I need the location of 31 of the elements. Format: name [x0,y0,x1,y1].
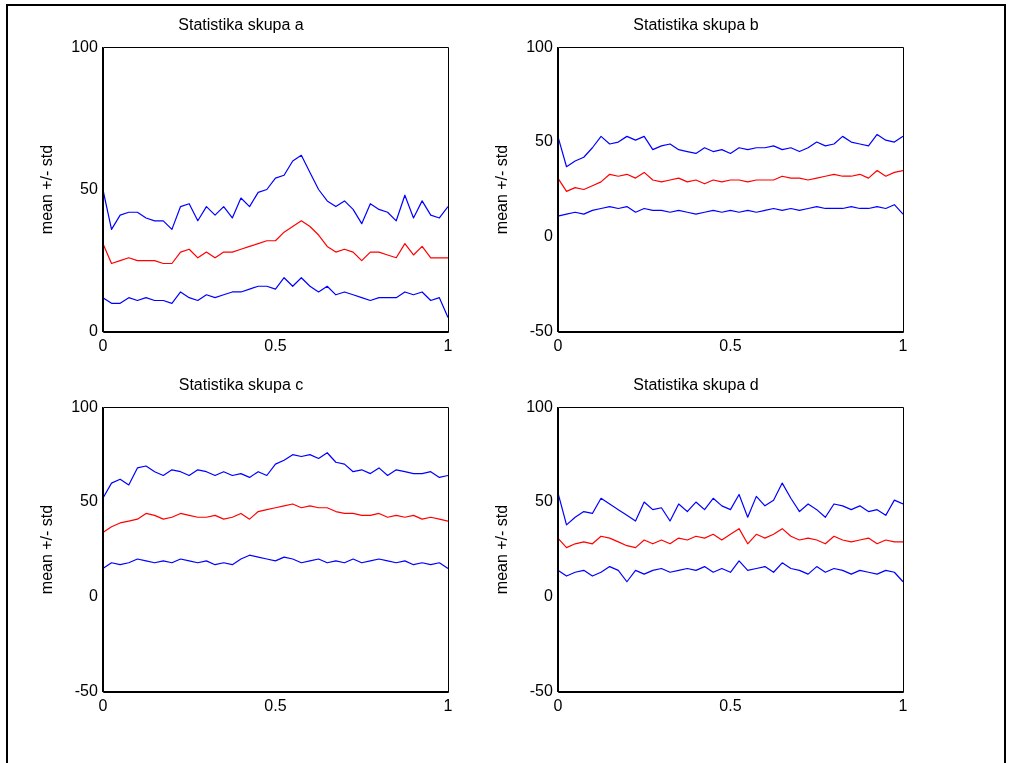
chart-title: Statistika skupa d [633,376,759,394]
y-tick-label: -50 [529,322,553,340]
x-tick-label: 1 [443,696,453,714]
x-tick-label: 1 [898,336,908,354]
y-tick-label: 50 [80,492,98,510]
y-tick-label: 50 [535,132,553,150]
y-tick-label: 50 [535,492,553,510]
y-axis-title: mean +/- std [493,144,511,235]
y-tick-label: -50 [529,682,553,700]
y-axis-title: mean +/- std [38,144,56,235]
y-tick-label: 100 [526,37,553,55]
x-tick-label: 1 [443,336,453,354]
y-tick-label: -50 [74,682,98,700]
y-axis-title: mean +/- std [493,504,511,595]
y-tick-label: 0 [543,587,553,605]
x-tick-label: 0.5 [719,696,742,714]
chart-title: Statistika skupa a [178,16,304,34]
y-tick-label: 100 [71,37,98,55]
chart-title: Statistika skupa b [633,16,759,34]
x-tick-label: 0.5 [264,696,287,714]
chart-title: Statistika skupa c [178,376,304,394]
x-tick-label: 1 [898,696,908,714]
x-tick-label: 0.5 [719,336,742,354]
y-tick-label: 0 [543,227,553,245]
y-axis-title: mean +/- std [38,504,56,595]
y-tick-label: 100 [526,397,553,415]
y-tick-label: 0 [88,322,98,340]
y-tick-label: 100 [71,397,98,415]
y-tick-label: 50 [80,179,98,197]
y-tick-label: 0 [88,587,98,605]
x-tick-label: 0.5 [264,336,287,354]
